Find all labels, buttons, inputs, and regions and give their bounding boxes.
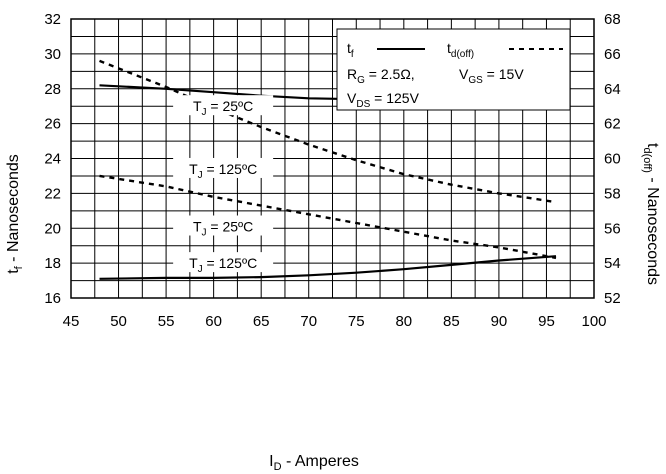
y-left-tick-label: 24 bbox=[44, 151, 61, 168]
curve-annotation-3: TJ = 125ºC bbox=[189, 255, 257, 275]
y-left-tick-label: 32 bbox=[44, 11, 61, 28]
annotation-bg bbox=[173, 215, 274, 236]
y-right-tick-label: 62 bbox=[604, 116, 621, 133]
annotation-bg bbox=[173, 95, 274, 116]
x-tick-label: 70 bbox=[300, 313, 317, 330]
x-tick-label: 75 bbox=[348, 313, 365, 330]
legend-label-tf: tf bbox=[347, 40, 354, 60]
tick-labels: 45 50 55 60 65 70 75 80 85 90 95 100 16 18 20 22 24 26 28 3… bbox=[44, 11, 620, 330]
y-left-axis-title: tf - Nanoseconds bbox=[5, 154, 25, 274]
plot-border bbox=[70, 18, 595, 299]
plot-frame bbox=[70, 18, 595, 299]
y-right-axis-title: td(off) - Nanoseconds bbox=[641, 143, 661, 285]
y-left-tick-label: 30 bbox=[44, 46, 61, 63]
x-tick-label: 50 bbox=[110, 313, 127, 330]
x-tick-label: 60 bbox=[205, 313, 222, 330]
y-left-tick-label: 18 bbox=[44, 255, 61, 272]
y-left-tick-label: 26 bbox=[44, 116, 61, 133]
x-tick-label: 65 bbox=[253, 313, 270, 330]
td-off-curve-1 bbox=[99, 59, 557, 204]
y-left-tick-label: 20 bbox=[44, 220, 61, 237]
x-tick-label: 95 bbox=[538, 313, 555, 330]
curve-annotations: TJ = 25ºC TJ = 125ºC TJ = 25ºC TJ = 125ºC bbox=[173, 95, 274, 275]
x-tick-label: 80 bbox=[395, 313, 412, 330]
x-axis-title: ID - Amperes bbox=[269, 453, 359, 473]
y-left-tick-label: 22 bbox=[44, 185, 61, 202]
y-left-tick-label: 28 bbox=[44, 81, 61, 98]
annotation-bg bbox=[173, 252, 274, 273]
y-right-tick-label: 66 bbox=[604, 46, 621, 63]
x-tick-label: 90 bbox=[491, 313, 508, 330]
y-right-tick-label: 60 bbox=[604, 151, 621, 168]
legend-box bbox=[336, 28, 571, 111]
y-right-tick-label: 68 bbox=[604, 11, 621, 28]
x-tick-label: 45 bbox=[63, 313, 80, 330]
annotation-bg bbox=[173, 157, 274, 178]
legend-condition-rg: RG = 2.5Ω, bbox=[347, 66, 415, 86]
x-tick-label: 100 bbox=[581, 313, 606, 330]
curve-annotation-1: TJ = 125ºC bbox=[189, 161, 257, 181]
y-right-tick-label: 54 bbox=[604, 255, 621, 272]
y-right-tick-label: 56 bbox=[604, 220, 621, 237]
x-tick-label: 55 bbox=[158, 313, 175, 330]
tf-curve-3 bbox=[99, 255, 557, 280]
x-tick-label: 85 bbox=[443, 313, 460, 330]
y-right-tick-label: 58 bbox=[604, 185, 621, 202]
td-off-curve-2 bbox=[99, 174, 557, 260]
curve-annotation-0: TJ = 25ºC bbox=[193, 98, 253, 118]
y-right-tick-label: 52 bbox=[604, 290, 621, 307]
y-left-tick-label: 16 bbox=[44, 290, 61, 307]
curve-annotation-2: TJ = 25ºC bbox=[193, 219, 253, 239]
y-right-tick-label: 64 bbox=[604, 81, 621, 98]
